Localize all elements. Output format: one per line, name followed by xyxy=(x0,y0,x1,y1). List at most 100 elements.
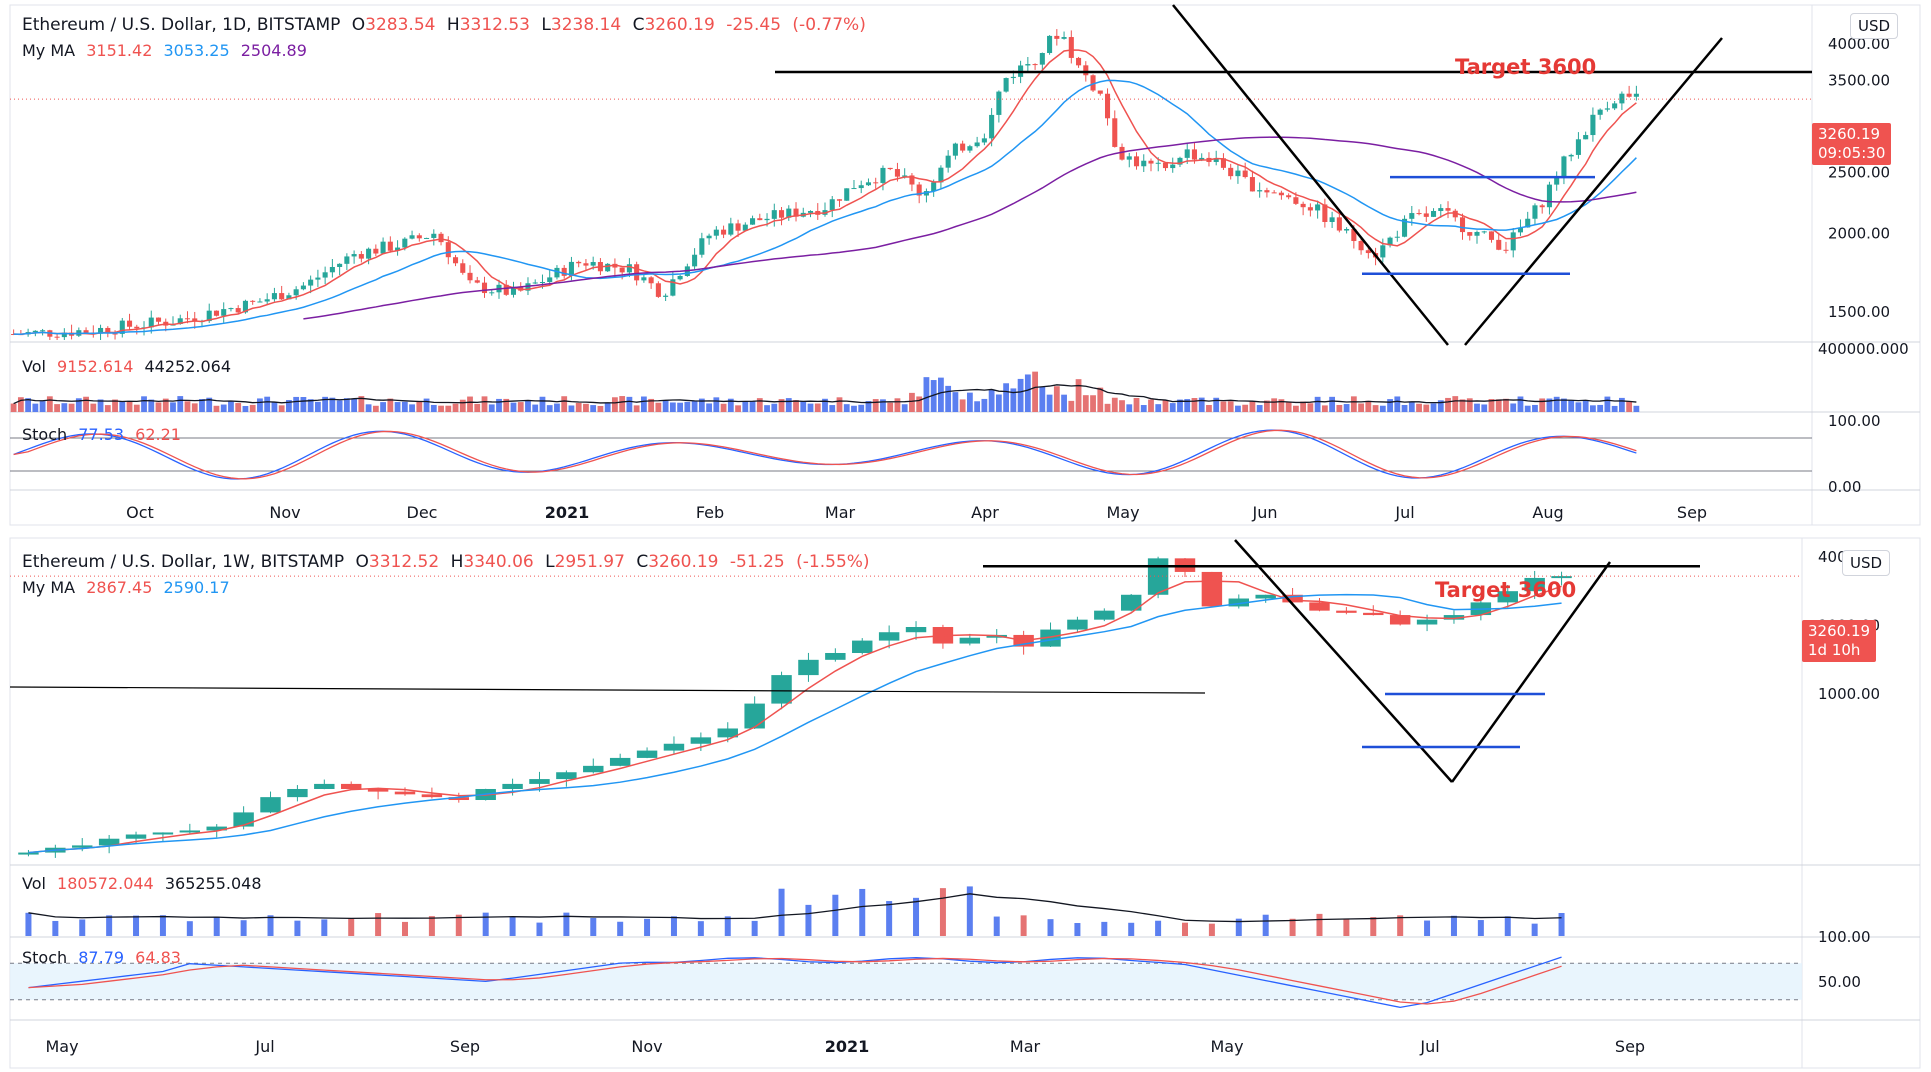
weekly-change-pct: (-1.55%) xyxy=(796,552,870,572)
weekly-base-line xyxy=(9,686,1206,694)
daily-volume-bar xyxy=(640,396,647,412)
daily-candle xyxy=(315,277,321,280)
daily-volume-bar xyxy=(995,394,1002,412)
weekly-volume-bar xyxy=(859,888,866,936)
daily-volume-bar xyxy=(1343,404,1350,412)
daily-candle xyxy=(481,282,488,294)
daily-volume-bar xyxy=(1358,403,1364,412)
daily-volume-bar xyxy=(814,403,821,412)
daily-volume-bar xyxy=(1561,398,1567,412)
daily-candle xyxy=(126,320,133,327)
daily-target-label: Target 3600 xyxy=(1455,55,1597,79)
daily-volume-bar xyxy=(771,403,778,412)
weekly-vol-tick: 100.00 xyxy=(1818,928,1871,946)
weekly-trendline-up xyxy=(1450,561,1612,783)
weekly-candle xyxy=(663,743,685,751)
daily-volume-bar xyxy=(503,398,510,412)
daily-volume-bar xyxy=(1053,386,1060,412)
daily-candle xyxy=(692,254,698,267)
daily-volume-bar xyxy=(1546,398,1553,412)
daily-volume-bar xyxy=(1401,404,1408,412)
weekly-y-tick: 1000.00 xyxy=(1818,685,1880,703)
daily-volume-bar xyxy=(1075,379,1082,412)
daily-candle xyxy=(1590,114,1596,136)
daily-volume-bar xyxy=(97,399,104,412)
weekly-volume-bar xyxy=(1182,922,1188,936)
daily-volume-bar xyxy=(829,405,836,412)
weekly-candle xyxy=(852,640,873,653)
daily-volume-bar xyxy=(1452,396,1459,412)
daily-candle xyxy=(1365,250,1371,254)
daily-volume-bar xyxy=(496,398,502,412)
weekly-volume-bar xyxy=(670,916,677,936)
daily-candle xyxy=(699,238,705,255)
daily-candle xyxy=(1199,157,1205,160)
daily-volume-bar xyxy=(1191,398,1198,412)
daily-candle xyxy=(778,210,785,218)
daily-volume-bar xyxy=(1133,397,1140,412)
daily-volume-bar xyxy=(583,403,589,412)
weekly-x-tick: May xyxy=(1210,1037,1243,1056)
weekly-ma-line-fast xyxy=(28,580,1562,854)
daily-volume-bar xyxy=(938,377,944,412)
daily-volume-bar xyxy=(532,404,539,412)
daily-y-tick: 1500.00 xyxy=(1828,303,1890,321)
daily-candle xyxy=(308,279,314,286)
weekly-candle xyxy=(959,637,981,644)
daily-volume-bar xyxy=(793,400,799,412)
weekly-volume-bar xyxy=(213,916,220,936)
daily-candle xyxy=(1184,149,1190,158)
weekly-candle xyxy=(1524,577,1545,592)
daily-candle xyxy=(619,267,625,273)
daily-candle xyxy=(1097,90,1103,94)
weekly-x-tick: Jul xyxy=(1419,1037,1439,1056)
daily-candle xyxy=(873,182,879,184)
daily-volume-bar xyxy=(1097,387,1104,412)
daily-candle xyxy=(916,184,922,196)
daily-ma-label: My MA xyxy=(22,41,76,60)
weekly-x-tick: 2021 xyxy=(825,1037,870,1056)
daily-volume-bar xyxy=(1278,399,1285,412)
weekly-change: -51.25 xyxy=(729,552,785,572)
daily-volume-bar xyxy=(684,401,691,412)
weekly-currency-button[interactable]: USD xyxy=(1842,550,1891,576)
daily-volume-bar xyxy=(1300,401,1307,412)
daily-volume-bar xyxy=(365,404,372,412)
daily-candle xyxy=(1133,156,1140,167)
daily-ma-2: 3053.25 xyxy=(163,41,230,60)
daily-volume-bar xyxy=(32,403,39,412)
daily-candle xyxy=(996,91,1002,115)
daily-volume-bar xyxy=(343,398,350,412)
daily-volume-bar xyxy=(235,403,242,412)
daily-candle xyxy=(677,275,683,280)
daily-volume-bar xyxy=(401,401,408,412)
weekly-volume-bar xyxy=(939,888,946,936)
daily-currency-button[interactable]: USD xyxy=(1850,13,1899,39)
weekly-volume-bar xyxy=(133,915,140,936)
daily-vol-2: 44252.064 xyxy=(144,357,231,376)
daily-volume-bar xyxy=(959,399,966,412)
daily-candle xyxy=(221,309,227,316)
weekly-volume-bar xyxy=(1208,923,1215,936)
weekly-stoch-d-line xyxy=(28,957,1562,1005)
daily-volume-bar xyxy=(619,396,626,412)
weekly-volume-bar xyxy=(536,922,543,936)
weekly-ma-2: 2590.17 xyxy=(163,578,230,597)
weekly-vol-label: Vol xyxy=(22,874,46,893)
daily-volume-bar xyxy=(1474,403,1480,412)
daily-volume-bar xyxy=(184,401,191,412)
weekly-volume-bar xyxy=(805,904,812,936)
daily-candle xyxy=(1061,37,1067,39)
daily-candle xyxy=(380,241,386,254)
daily-volume-bar xyxy=(698,398,705,412)
daily-candle xyxy=(409,235,415,239)
weekly-last-price-tag: 3260.19 1d 10h xyxy=(1802,620,1877,662)
daily-y-tick: 2000.00 xyxy=(1828,225,1890,243)
weekly-volume-bar xyxy=(1397,915,1404,936)
daily-volume-bar xyxy=(1445,397,1451,412)
weekly-volume-bar xyxy=(402,921,408,936)
daily-volume-bar xyxy=(481,396,488,412)
daily-volume-bar xyxy=(851,405,857,412)
daily-vol-1: 9152.614 xyxy=(57,357,134,376)
daily-volume-bar xyxy=(17,397,24,412)
